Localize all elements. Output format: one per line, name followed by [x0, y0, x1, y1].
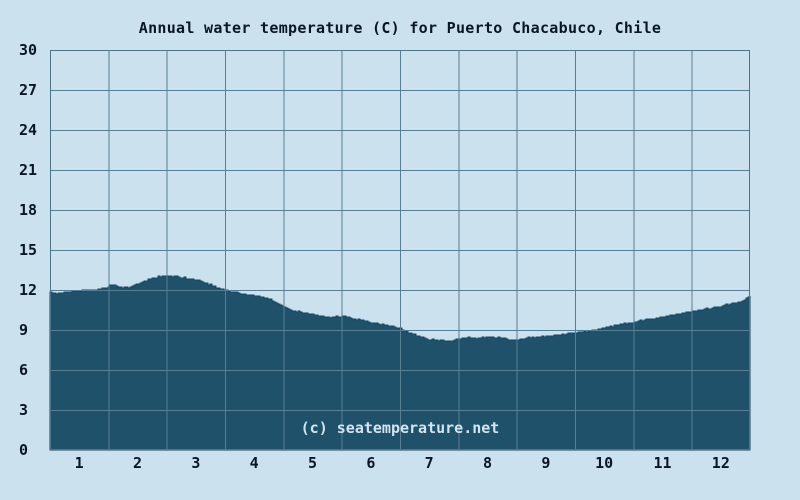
- x-tick-label: 2: [132, 454, 143, 472]
- plot-frame: [50, 50, 750, 450]
- y-tick-label: 21: [19, 161, 38, 179]
- x-tick-label: 9: [541, 454, 551, 472]
- x-tick-label: 12: [711, 454, 730, 472]
- y-tick-label: 15: [19, 241, 38, 259]
- y-tick-label: 30: [19, 41, 38, 59]
- x-tick-label: 6: [366, 454, 376, 472]
- x-tick-label: 11: [653, 454, 672, 472]
- x-tick-label: 10: [595, 454, 614, 472]
- y-tick-label: 6: [19, 361, 29, 379]
- y-tick-label: 0: [19, 441, 29, 459]
- y-tick-label: 3: [19, 401, 29, 419]
- y-tick-label: 24: [19, 121, 38, 139]
- x-tick-label: 8: [482, 454, 493, 472]
- x-tick-label: 7: [424, 454, 434, 472]
- y-tick-label: 27: [19, 81, 38, 99]
- x-tick-label: 5: [307, 454, 318, 472]
- y-tick-label: 18: [19, 201, 38, 219]
- x-tick-label: 3: [191, 454, 201, 472]
- watermark: (c) seatemperature.net: [300, 419, 500, 437]
- y-tick-label: 9: [19, 321, 29, 339]
- y-tick-label: 12: [19, 281, 38, 299]
- x-tick-label: 1: [74, 454, 84, 472]
- chart-title: Annual water temperature (C) for Puerto …: [138, 19, 662, 37]
- x-tick-label: 4: [249, 454, 259, 472]
